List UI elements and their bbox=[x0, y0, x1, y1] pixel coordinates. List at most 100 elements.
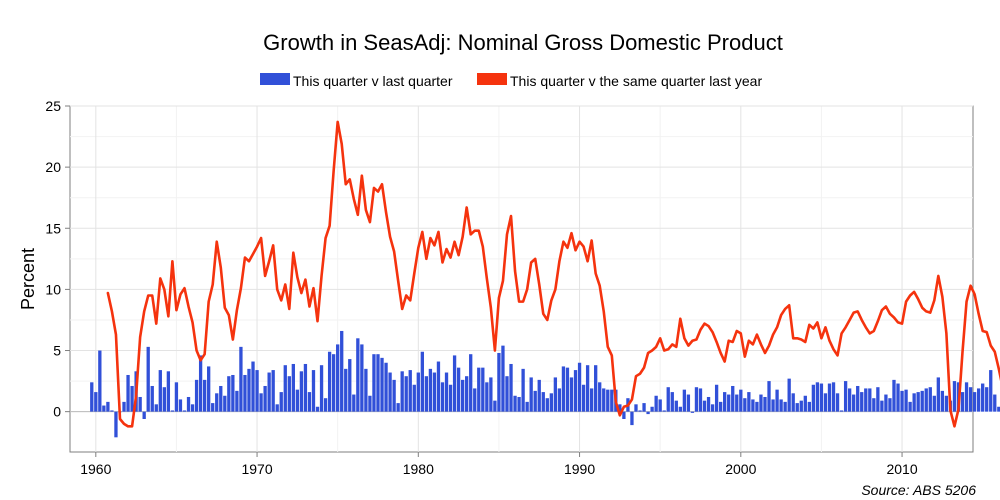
bar bbox=[771, 399, 775, 412]
y-tick-label: 0 bbox=[53, 404, 61, 420]
bar bbox=[928, 387, 932, 412]
bar bbox=[553, 377, 558, 412]
bar bbox=[860, 392, 864, 412]
bar bbox=[606, 389, 610, 412]
bar bbox=[497, 352, 501, 412]
bar bbox=[694, 387, 699, 412]
bar bbox=[219, 385, 223, 412]
x-tick-label: 2000 bbox=[725, 461, 756, 477]
bar bbox=[255, 370, 259, 412]
bar bbox=[380, 357, 384, 412]
bar bbox=[267, 372, 271, 412]
source-note: Source: ABS 5206 bbox=[861, 482, 976, 498]
bar bbox=[827, 383, 832, 412]
bar bbox=[807, 401, 811, 412]
bar bbox=[835, 393, 840, 412]
x-tick-label: 1970 bbox=[241, 461, 272, 477]
bar bbox=[968, 387, 973, 412]
annual-growth-line bbox=[106, 120, 1000, 428]
bar bbox=[884, 394, 888, 412]
bar bbox=[549, 393, 553, 412]
bar bbox=[710, 404, 715, 412]
bar bbox=[525, 401, 529, 412]
y-tick-label: 5 bbox=[53, 343, 61, 359]
bar bbox=[186, 396, 191, 412]
bar bbox=[565, 367, 570, 412]
bar bbox=[440, 382, 445, 412]
bar bbox=[702, 400, 707, 412]
bar bbox=[803, 395, 807, 412]
bar bbox=[686, 394, 691, 412]
bar bbox=[207, 366, 211, 412]
bar bbox=[864, 388, 868, 412]
bar bbox=[247, 368, 251, 412]
bar bbox=[997, 406, 1000, 412]
bar bbox=[404, 376, 408, 412]
bar bbox=[428, 368, 433, 412]
bar bbox=[920, 390, 924, 412]
bar bbox=[670, 392, 674, 412]
bar bbox=[174, 382, 179, 412]
bar bbox=[432, 372, 437, 412]
bar bbox=[674, 400, 678, 412]
bar bbox=[573, 370, 578, 412]
bar bbox=[964, 382, 969, 412]
bar bbox=[251, 361, 255, 412]
bar bbox=[952, 381, 957, 412]
bar bbox=[368, 395, 372, 412]
bar bbox=[102, 405, 106, 412]
legend-label-quarter: This quarter v last quarter bbox=[293, 73, 453, 89]
bar bbox=[162, 387, 166, 412]
bar bbox=[872, 398, 876, 412]
legend: This quarter v last quarter This quarter… bbox=[260, 73, 762, 89]
axes: 0 5 10 15 20 25 1960 1970 1980 1990 2000 2010 bbox=[45, 98, 917, 477]
bar bbox=[634, 404, 638, 412]
bar bbox=[868, 388, 872, 412]
bar bbox=[767, 381, 771, 412]
bar bbox=[384, 362, 388, 412]
bar bbox=[981, 383, 985, 412]
bar bbox=[759, 394, 763, 412]
bar bbox=[130, 385, 134, 412]
bar bbox=[731, 385, 735, 412]
bar bbox=[888, 398, 892, 412]
bar bbox=[658, 399, 662, 412]
bar bbox=[940, 390, 945, 412]
bar bbox=[602, 388, 606, 412]
bar bbox=[960, 392, 965, 412]
bar bbox=[577, 362, 582, 412]
y-tick-label: 15 bbox=[45, 220, 61, 236]
x-tick-label: 1990 bbox=[564, 461, 595, 477]
bar bbox=[944, 395, 949, 412]
bar bbox=[138, 396, 142, 412]
bar bbox=[211, 403, 215, 412]
bar bbox=[932, 395, 936, 412]
bar bbox=[936, 377, 940, 412]
bar bbox=[779, 399, 783, 412]
bar bbox=[424, 376, 429, 412]
bar bbox=[646, 411, 650, 415]
bar bbox=[993, 394, 997, 412]
y-tick-label: 10 bbox=[45, 281, 61, 297]
bar bbox=[775, 389, 779, 412]
bar bbox=[94, 392, 98, 412]
bar bbox=[469, 354, 473, 412]
bar bbox=[150, 385, 154, 412]
bar bbox=[114, 411, 118, 438]
bar bbox=[360, 344, 364, 412]
bar bbox=[239, 346, 243, 412]
bar bbox=[823, 393, 828, 412]
bar bbox=[456, 367, 461, 412]
bar bbox=[263, 385, 267, 412]
bar bbox=[585, 365, 590, 412]
bar bbox=[98, 350, 102, 412]
bar bbox=[537, 379, 541, 412]
chart-title: Growth in SeasAdj: Nominal Gross Domesti… bbox=[263, 30, 783, 55]
bar bbox=[569, 377, 574, 412]
x-tick-label: 1980 bbox=[403, 461, 434, 477]
bar bbox=[678, 406, 682, 412]
bar bbox=[243, 374, 247, 412]
bar bbox=[416, 372, 420, 412]
bar bbox=[465, 376, 469, 412]
bar bbox=[876, 387, 880, 412]
